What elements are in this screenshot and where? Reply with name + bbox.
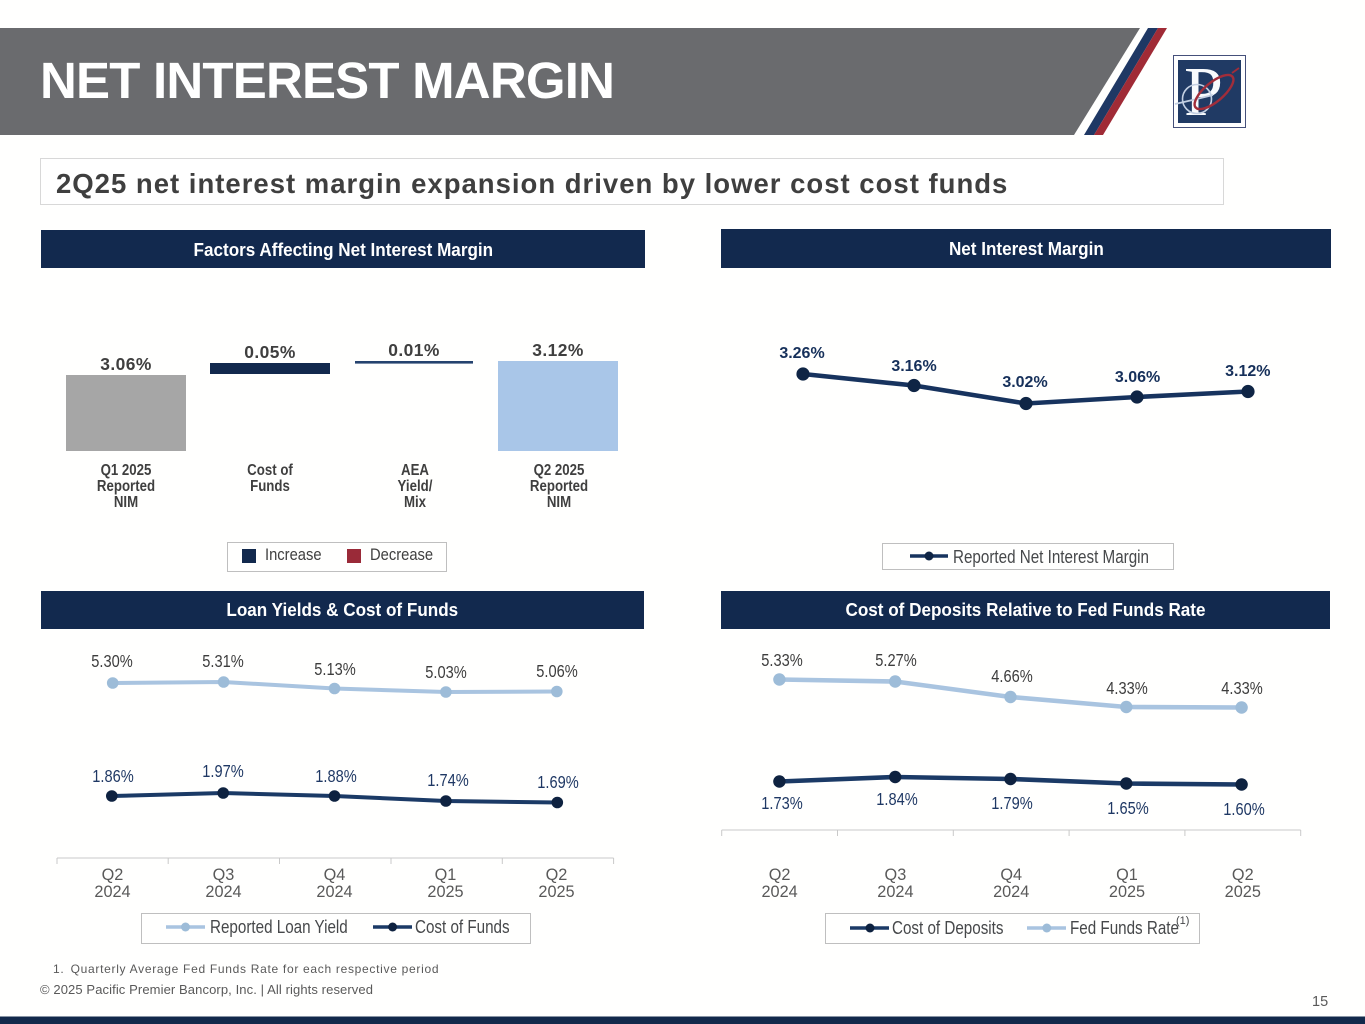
svg-text:P: P: [1184, 55, 1223, 128]
